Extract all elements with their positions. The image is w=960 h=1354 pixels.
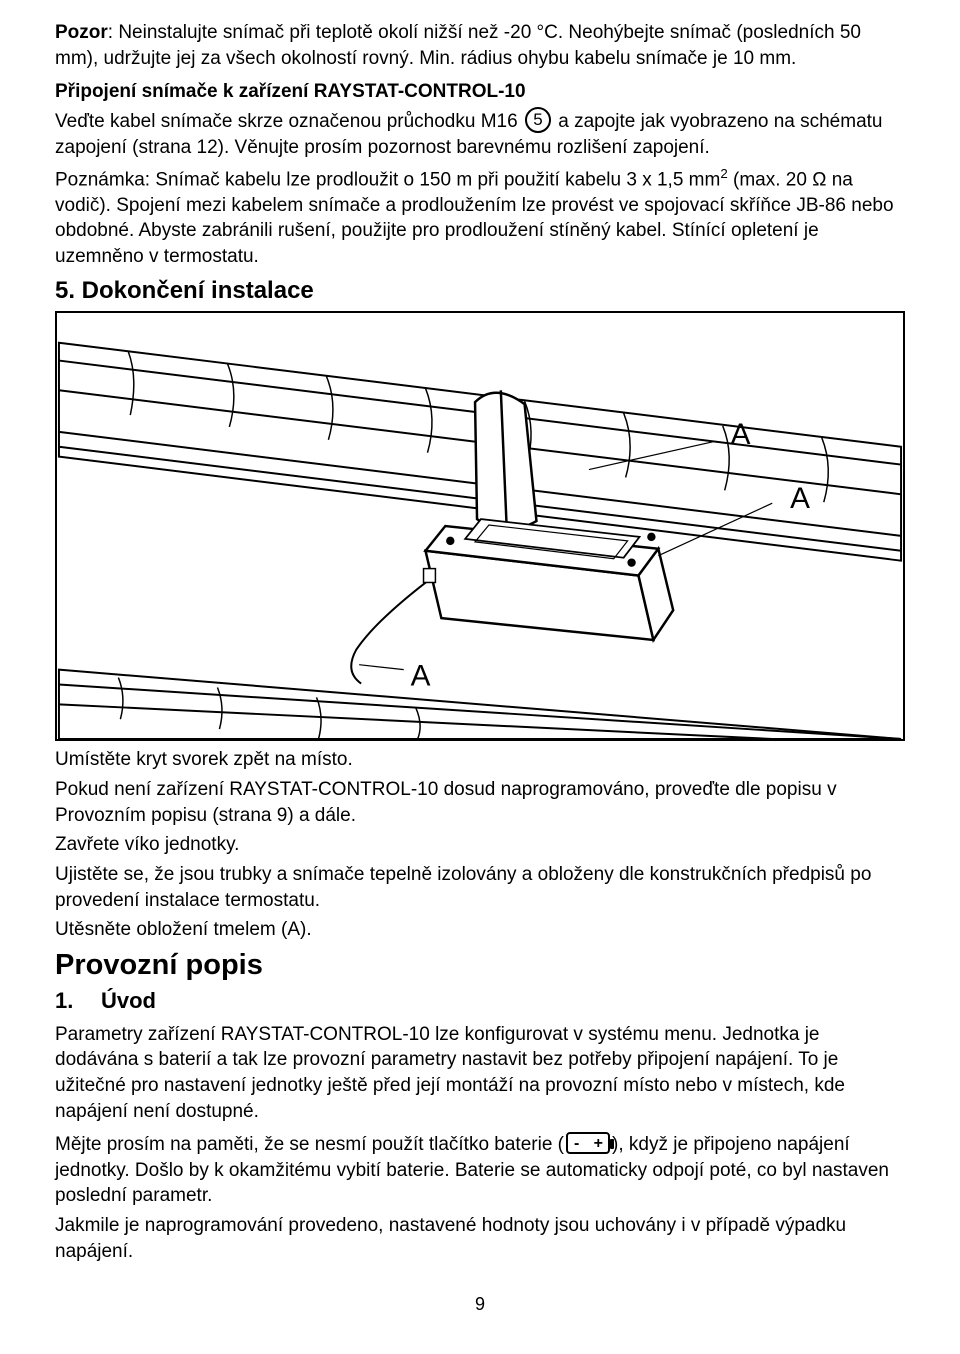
subsection-1: 1.Úvod <box>55 986 905 1016</box>
page-content: Pozor: Neinstalujte snímač při teplotě o… <box>0 0 960 1335</box>
note-pre: Poznámka: Snímač kabelu lze prodloužit o… <box>55 169 720 190</box>
operating-p3: Jakmile je naprogramování provedeno, nas… <box>55 1213 905 1264</box>
warning-text: : Neinstalujte snímač při teplotě okolí … <box>55 22 861 69</box>
battery-plus-icon: + <box>594 1133 603 1155</box>
connection-heading: Připojení snímače k zařízení RAYSTAT-CON… <box>55 79 905 105</box>
figure-svg: A A A <box>57 313 903 739</box>
warning-label: Pozor <box>55 22 108 43</box>
connection-paragraph: Veďte kabel snímače skrze označenou průc… <box>55 109 905 161</box>
figure-label-A3: A <box>411 660 431 693</box>
after-fig-4: Ujistěte se, že jsou trubky a snímače te… <box>55 862 905 913</box>
note-paragraph: Poznámka: Snímač kabelu lze prodloužit o… <box>55 165 905 270</box>
operating-p2: Mějte prosím na paměti, že se nesmí použ… <box>55 1132 905 1209</box>
after-fig-3: Zavřete víko jednotky. <box>55 832 905 858</box>
section-5-title: 5. Dokončení instalace <box>55 277 905 305</box>
op-p2-pre: Mějte prosím na paměti, že se nesmí použ… <box>55 1134 564 1155</box>
after-fig-5: Utěsněte obložení tmelem (A). <box>55 917 905 943</box>
after-fig-2: Pokud není zařízení RAYSTAT-CONTROL-10 d… <box>55 777 905 828</box>
after-fig-1: Umístěte kryt svorek zpět na místo. <box>55 747 905 773</box>
figure-label-A2: A <box>790 483 810 516</box>
battery-minus-icon: - <box>574 1133 579 1155</box>
note-superscript: 2 <box>720 166 727 181</box>
conn-text-pre: Veďte kabel snímače skrze označenou průc… <box>55 111 523 132</box>
sub1-label: Úvod <box>101 988 156 1013</box>
sub1-number: 1. <box>55 986 101 1016</box>
installation-figure: A A A <box>55 311 905 741</box>
warning-paragraph: Pozor: Neinstalujte snímač při teplotě o… <box>55 20 905 71</box>
page-number: 9 <box>55 1294 905 1315</box>
circled-5-icon: 5 <box>525 107 551 133</box>
operating-p1: Parametry zařízení RAYSTAT-CONTROL-10 lz… <box>55 1022 905 1125</box>
figure-label-A1: A <box>731 418 751 451</box>
operating-title: Provozní popis <box>55 949 905 982</box>
battery-icon: -+ <box>566 1132 610 1154</box>
